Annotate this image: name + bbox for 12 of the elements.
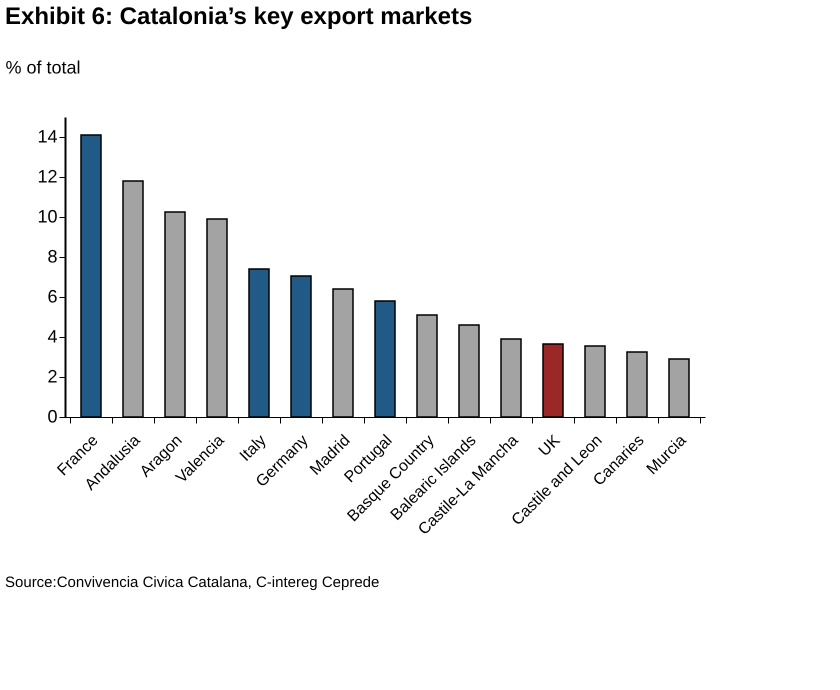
source-note: Source:Convivencia Civica Catalana, C-intereg Ceprede (5, 574, 380, 591)
chart-title: Exhibit 6: Catalonia’s key export markets (5, 3, 472, 30)
y-axis-title: % of total (6, 58, 81, 78)
y-tick-label: 8 (47, 246, 58, 266)
y-tick-label: 2 (47, 366, 58, 386)
y-tick-label: 6 (47, 286, 58, 306)
y-tick-label: 14 (37, 126, 58, 146)
y-tick-label: 10 (37, 206, 58, 226)
y-tick-label: 4 (47, 326, 58, 346)
y-tick-label: 12 (37, 166, 58, 186)
y-tick-label: 0 (47, 406, 58, 426)
x-tick-label: UK (536, 432, 564, 460)
